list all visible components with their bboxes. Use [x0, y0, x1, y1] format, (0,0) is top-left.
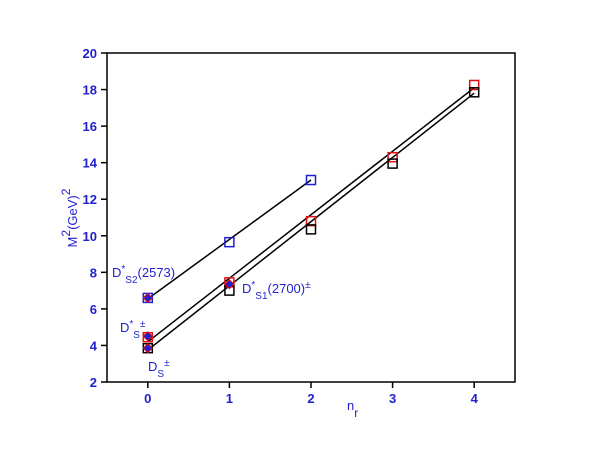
- data-point: [142, 331, 154, 342]
- annotation-part: *: [251, 280, 255, 291]
- x-axis-label: nr: [347, 398, 358, 420]
- x-tick-label: 0: [144, 391, 151, 406]
- y-tick-label: 12: [83, 192, 97, 207]
- data-point: [305, 174, 317, 186]
- data-point: [305, 215, 317, 227]
- data-point: [468, 87, 480, 98]
- annotation-part: ±: [305, 280, 311, 291]
- y-axis-label-part: M: [65, 237, 80, 248]
- fit-line: [147, 179, 312, 300]
- fit-line: [147, 92, 475, 351]
- x-tick-label: 4: [471, 391, 479, 406]
- data-point: [224, 279, 235, 290]
- data-point: [305, 224, 317, 235]
- y-tick-label: 10: [83, 229, 97, 244]
- data-point: [468, 79, 480, 91]
- annotation-part: ±: [164, 358, 170, 369]
- annotation: D*S1(2700)±: [242, 280, 311, 302]
- data-point: [387, 158, 398, 169]
- x-tick-label: 2: [307, 391, 314, 406]
- y-axis-label-part: 2: [59, 230, 73, 237]
- annotation-part: S1: [255, 291, 268, 302]
- x-tick-label: 3: [389, 391, 396, 406]
- y-tick-label: 20: [83, 46, 97, 61]
- y-axis-label-part: 2: [59, 188, 73, 195]
- y-tick-label: 8: [90, 265, 97, 280]
- annotation-part: S2: [125, 275, 138, 286]
- annotation-part: D: [120, 320, 129, 335]
- y-tick-label: 4: [90, 338, 98, 353]
- plot-frame: [106, 52, 516, 383]
- data-point: [387, 151, 398, 163]
- annotation: D*S±: [120, 319, 146, 341]
- annotation-part: D: [242, 281, 251, 296]
- data-point: [224, 236, 235, 248]
- y-tick-label: 14: [83, 156, 98, 171]
- annotation-part: *: [121, 264, 125, 275]
- annotation-part: S: [157, 369, 164, 380]
- annotation-part: S: [133, 330, 140, 341]
- y-axis-label-part: (GeV): [65, 195, 80, 230]
- y-tick-label: 2: [90, 375, 97, 390]
- x-axis-label-part: n: [347, 398, 354, 413]
- annotation-part: D: [148, 359, 157, 374]
- annotation-part: (2573): [138, 265, 176, 280]
- annotation-part: ±: [140, 319, 146, 330]
- annotation-part: *: [129, 319, 133, 330]
- y-axis-label: M2(GeV)2: [59, 188, 80, 247]
- data-point: [142, 342, 154, 354]
- fit-line: [147, 87, 475, 343]
- data-point: [142, 292, 154, 304]
- annotation-part: D: [112, 265, 121, 280]
- annotation: DS±: [148, 358, 170, 380]
- x-axis-label-part: r: [354, 406, 358, 420]
- y-tick-label: 18: [83, 83, 97, 98]
- annotation-part: (2700): [268, 281, 306, 296]
- y-tick-label: 16: [83, 119, 97, 134]
- x-tick-label: 1: [226, 391, 233, 406]
- y-tick-label: 6: [90, 302, 97, 317]
- annotation: D*S2(2573): [112, 264, 175, 286]
